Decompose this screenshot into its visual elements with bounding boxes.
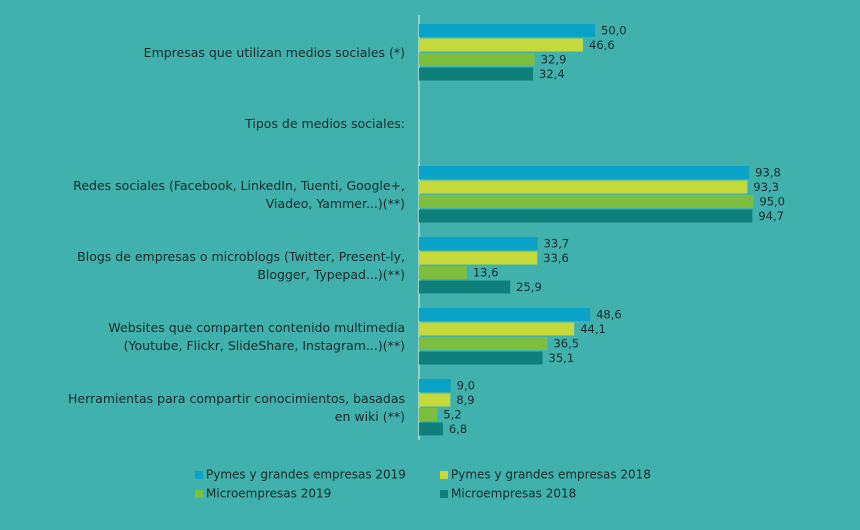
- value-label: 8,9: [456, 393, 474, 407]
- bar: [419, 195, 754, 208]
- category-label: Empresas que utilizan medios sociales (*…: [144, 45, 405, 60]
- bar: [419, 379, 451, 392]
- value-label: 33,6: [543, 251, 569, 265]
- value-label: 32,4: [539, 67, 565, 81]
- category-label: Tipos de medios sociales:: [244, 116, 405, 131]
- bar: [419, 308, 591, 321]
- bar: [419, 24, 595, 37]
- legend-label: Pymes y grandes empresas 2018: [451, 468, 651, 482]
- value-label: 94,7: [758, 209, 784, 223]
- value-label: 13,6: [473, 266, 499, 280]
- value-label: 5,2: [443, 408, 461, 422]
- legend-swatch: [440, 471, 448, 479]
- value-label: 36,5: [553, 337, 579, 351]
- bar: [419, 266, 467, 279]
- bar: [419, 322, 575, 336]
- bar: [419, 408, 438, 421]
- bar: [419, 351, 543, 365]
- value-label: 6,8: [449, 422, 467, 436]
- bar: [419, 422, 443, 436]
- legend-label: Microempresas 2018: [451, 487, 576, 501]
- value-label: 93,3: [753, 180, 779, 194]
- value-label: 44,1: [580, 322, 606, 336]
- bar: [419, 251, 538, 265]
- legend-label: Microempresas 2019: [206, 487, 331, 501]
- value-label: 9,0: [457, 379, 475, 393]
- legend-label: Pymes y grandes empresas 2019: [206, 468, 406, 482]
- bar: [419, 180, 748, 194]
- legend-swatch: [195, 490, 203, 498]
- value-label: 32,9: [541, 53, 567, 67]
- bar: [419, 166, 750, 179]
- value-label: 95,0: [759, 195, 785, 209]
- legend-swatch: [440, 490, 448, 498]
- category-label: Blogs de empresas o microblogs (Twitter,…: [77, 249, 405, 282]
- value-label: 46,6: [589, 38, 615, 52]
- value-label: 48,6: [596, 308, 622, 322]
- value-label: 93,8: [755, 166, 781, 180]
- bar: [419, 237, 538, 250]
- category-label: Herramientas para compartir conocimiento…: [68, 391, 405, 424]
- bar: [419, 209, 753, 223]
- category-label: Websites que comparten contenido multime…: [108, 320, 405, 353]
- bar: [419, 67, 534, 81]
- bar: [419, 280, 511, 294]
- value-label: 33,7: [544, 237, 570, 251]
- value-label: 25,9: [516, 280, 542, 294]
- bar: [419, 337, 548, 350]
- bar: [419, 393, 451, 407]
- bar: [419, 38, 584, 52]
- value-label: 35,1: [549, 351, 575, 365]
- value-label: 50,0: [601, 24, 627, 38]
- legend-swatch: [195, 471, 203, 479]
- category-label: Redes sociales (Facebook, LinkedIn, Tuen…: [73, 178, 405, 211]
- bar: [419, 53, 535, 66]
